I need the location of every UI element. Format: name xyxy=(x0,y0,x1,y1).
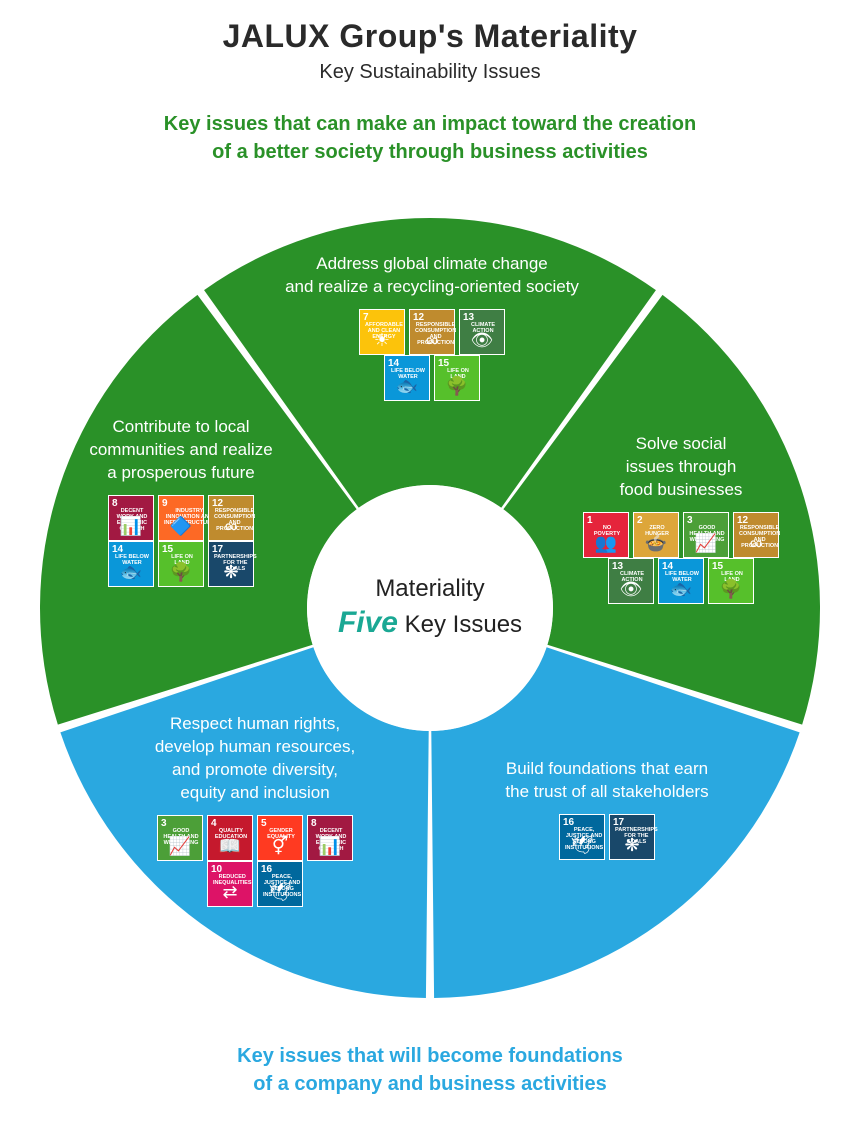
sector-left: Contribute to localcommunities and reali… xyxy=(70,416,292,587)
sdg-3-tile: 3GOOD HEALTH AND WELL-BEING📈 xyxy=(683,512,729,558)
sdg-row: 1NO POVERTY👥2ZERO HUNGER🍲3GOOD HEALTH AN… xyxy=(570,512,792,558)
sector-right: Solve socialissues throughfood businesse… xyxy=(570,433,792,604)
center-rest: Key Issues xyxy=(398,611,522,638)
sdg-12-tile: 12RESPONSIBLE CONSUMPTION AND PRODUCTION… xyxy=(409,309,455,355)
sdg-16-tile: 16PEACE, JUSTICE AND STRONG INSTITUTIONS… xyxy=(257,861,303,907)
sdg-9-tile: 9INDUSTRY INNOVATION AND INFRASTRUCTURE🔷 xyxy=(158,495,204,541)
sector-bottom_left: Respect human rights,develop human resou… xyxy=(120,713,390,907)
sdg-7-tile: 7AFFORDABLE AND CLEAN ENERGY☀ xyxy=(359,309,405,355)
center-line2: Five Key Issues xyxy=(338,604,522,642)
sector-bottom_right-title: Build foundations that earnthe trust of … xyxy=(472,758,742,804)
sdg-row: 3GOOD HEALTH AND WELL-BEING📈4QUALITY EDU… xyxy=(120,815,390,861)
sdg-row: 7AFFORDABLE AND CLEAN ENERGY☀12RESPONSIB… xyxy=(272,309,592,355)
sdg-8-tile: 8DECENT WORK AND ECONOMIC GROWTH📊 xyxy=(108,495,154,541)
sdg-13-tile: 13CLIMATE ACTION👁 xyxy=(459,309,505,355)
sdg-12-tile: 12RESPONSIBLE CONSUMPTION AND PRODUCTION… xyxy=(733,512,779,558)
sdg-13-tile: 13CLIMATE ACTION👁 xyxy=(608,558,654,604)
sector-left-title: Contribute to localcommunities and reali… xyxy=(70,416,292,485)
sector-top-title: Address global climate changeand realize… xyxy=(272,253,592,299)
sdg-17-tile: 17PARTNERSHIPS FOR THE GOALS❋ xyxy=(609,814,655,860)
sdg-row: 14LIFE BELOW WATER🐟15LIFE ON LAND🌳17PART… xyxy=(70,541,292,587)
sdg-16-tile: 16PEACE, JUSTICE AND STRONG INSTITUTIONS… xyxy=(559,814,605,860)
center-five: Five xyxy=(338,606,398,639)
sdg-row: 8DECENT WORK AND ECONOMIC GROWTH📊9INDUST… xyxy=(70,495,292,541)
sdg-12-tile: 12RESPONSIBLE CONSUMPTION AND PRODUCTION… xyxy=(208,495,254,541)
sdg-3-tile: 3GOOD HEALTH AND WELL-BEING📈 xyxy=(157,815,203,861)
sdg-row: 10REDUCED INEQUALITIES⇄16PEACE, JUSTICE … xyxy=(120,861,390,907)
sdg-2-tile: 2ZERO HUNGER🍲 xyxy=(633,512,679,558)
sector-top: Address global climate changeand realize… xyxy=(272,253,592,401)
page-title: JALUX Group's Materiality xyxy=(0,18,860,55)
sdg-15-tile: 15LIFE ON LAND🌳 xyxy=(434,355,480,401)
subhead-bottom: Key issues that will become foundationso… xyxy=(0,1042,860,1098)
center-disc: Materiality Five Key Issues xyxy=(307,485,553,731)
subhead-top: Key issues that can make an impact towar… xyxy=(0,110,860,166)
sdg-5-tile: 5GENDER EQUALITY⚥ xyxy=(257,815,303,861)
sdg-8-tile: 8DECENT WORK AND ECONOMIC GROWTH📊 xyxy=(307,815,353,861)
sdg-14-tile: 14LIFE BELOW WATER🐟 xyxy=(108,541,154,587)
center-line1: Materiality xyxy=(375,574,484,604)
sector-bottom_right: Build foundations that earnthe trust of … xyxy=(472,758,742,860)
page-subtitle: Key Sustainability Issues xyxy=(0,61,860,84)
sdg-17-tile: 17PARTNERSHIPS FOR THE GOALS❋ xyxy=(208,541,254,587)
sdg-15-tile: 15LIFE ON LAND🌳 xyxy=(708,558,754,604)
sdg-14-tile: 14LIFE BELOW WATER🐟 xyxy=(384,355,430,401)
materiality-pie: Materiality Five Key Issues Address glob… xyxy=(40,218,820,998)
sdg-4-tile: 4QUALITY EDUCATION📖 xyxy=(207,815,253,861)
sdg-row: 14LIFE BELOW WATER🐟15LIFE ON LAND🌳 xyxy=(272,355,592,401)
sdg-10-tile: 10REDUCED INEQUALITIES⇄ xyxy=(207,861,253,907)
sector-right-title: Solve socialissues throughfood businesse… xyxy=(570,433,792,502)
sdg-14-tile: 14LIFE BELOW WATER🐟 xyxy=(658,558,704,604)
sdg-15-tile: 15LIFE ON LAND🌳 xyxy=(158,541,204,587)
sdg-row: 13CLIMATE ACTION👁14LIFE BELOW WATER🐟15LI… xyxy=(570,558,792,604)
sdg-row: 16PEACE, JUSTICE AND STRONG INSTITUTIONS… xyxy=(472,814,742,860)
sdg-1-tile: 1NO POVERTY👥 xyxy=(583,512,629,558)
sector-bottom_left-title: Respect human rights,develop human resou… xyxy=(120,713,390,805)
